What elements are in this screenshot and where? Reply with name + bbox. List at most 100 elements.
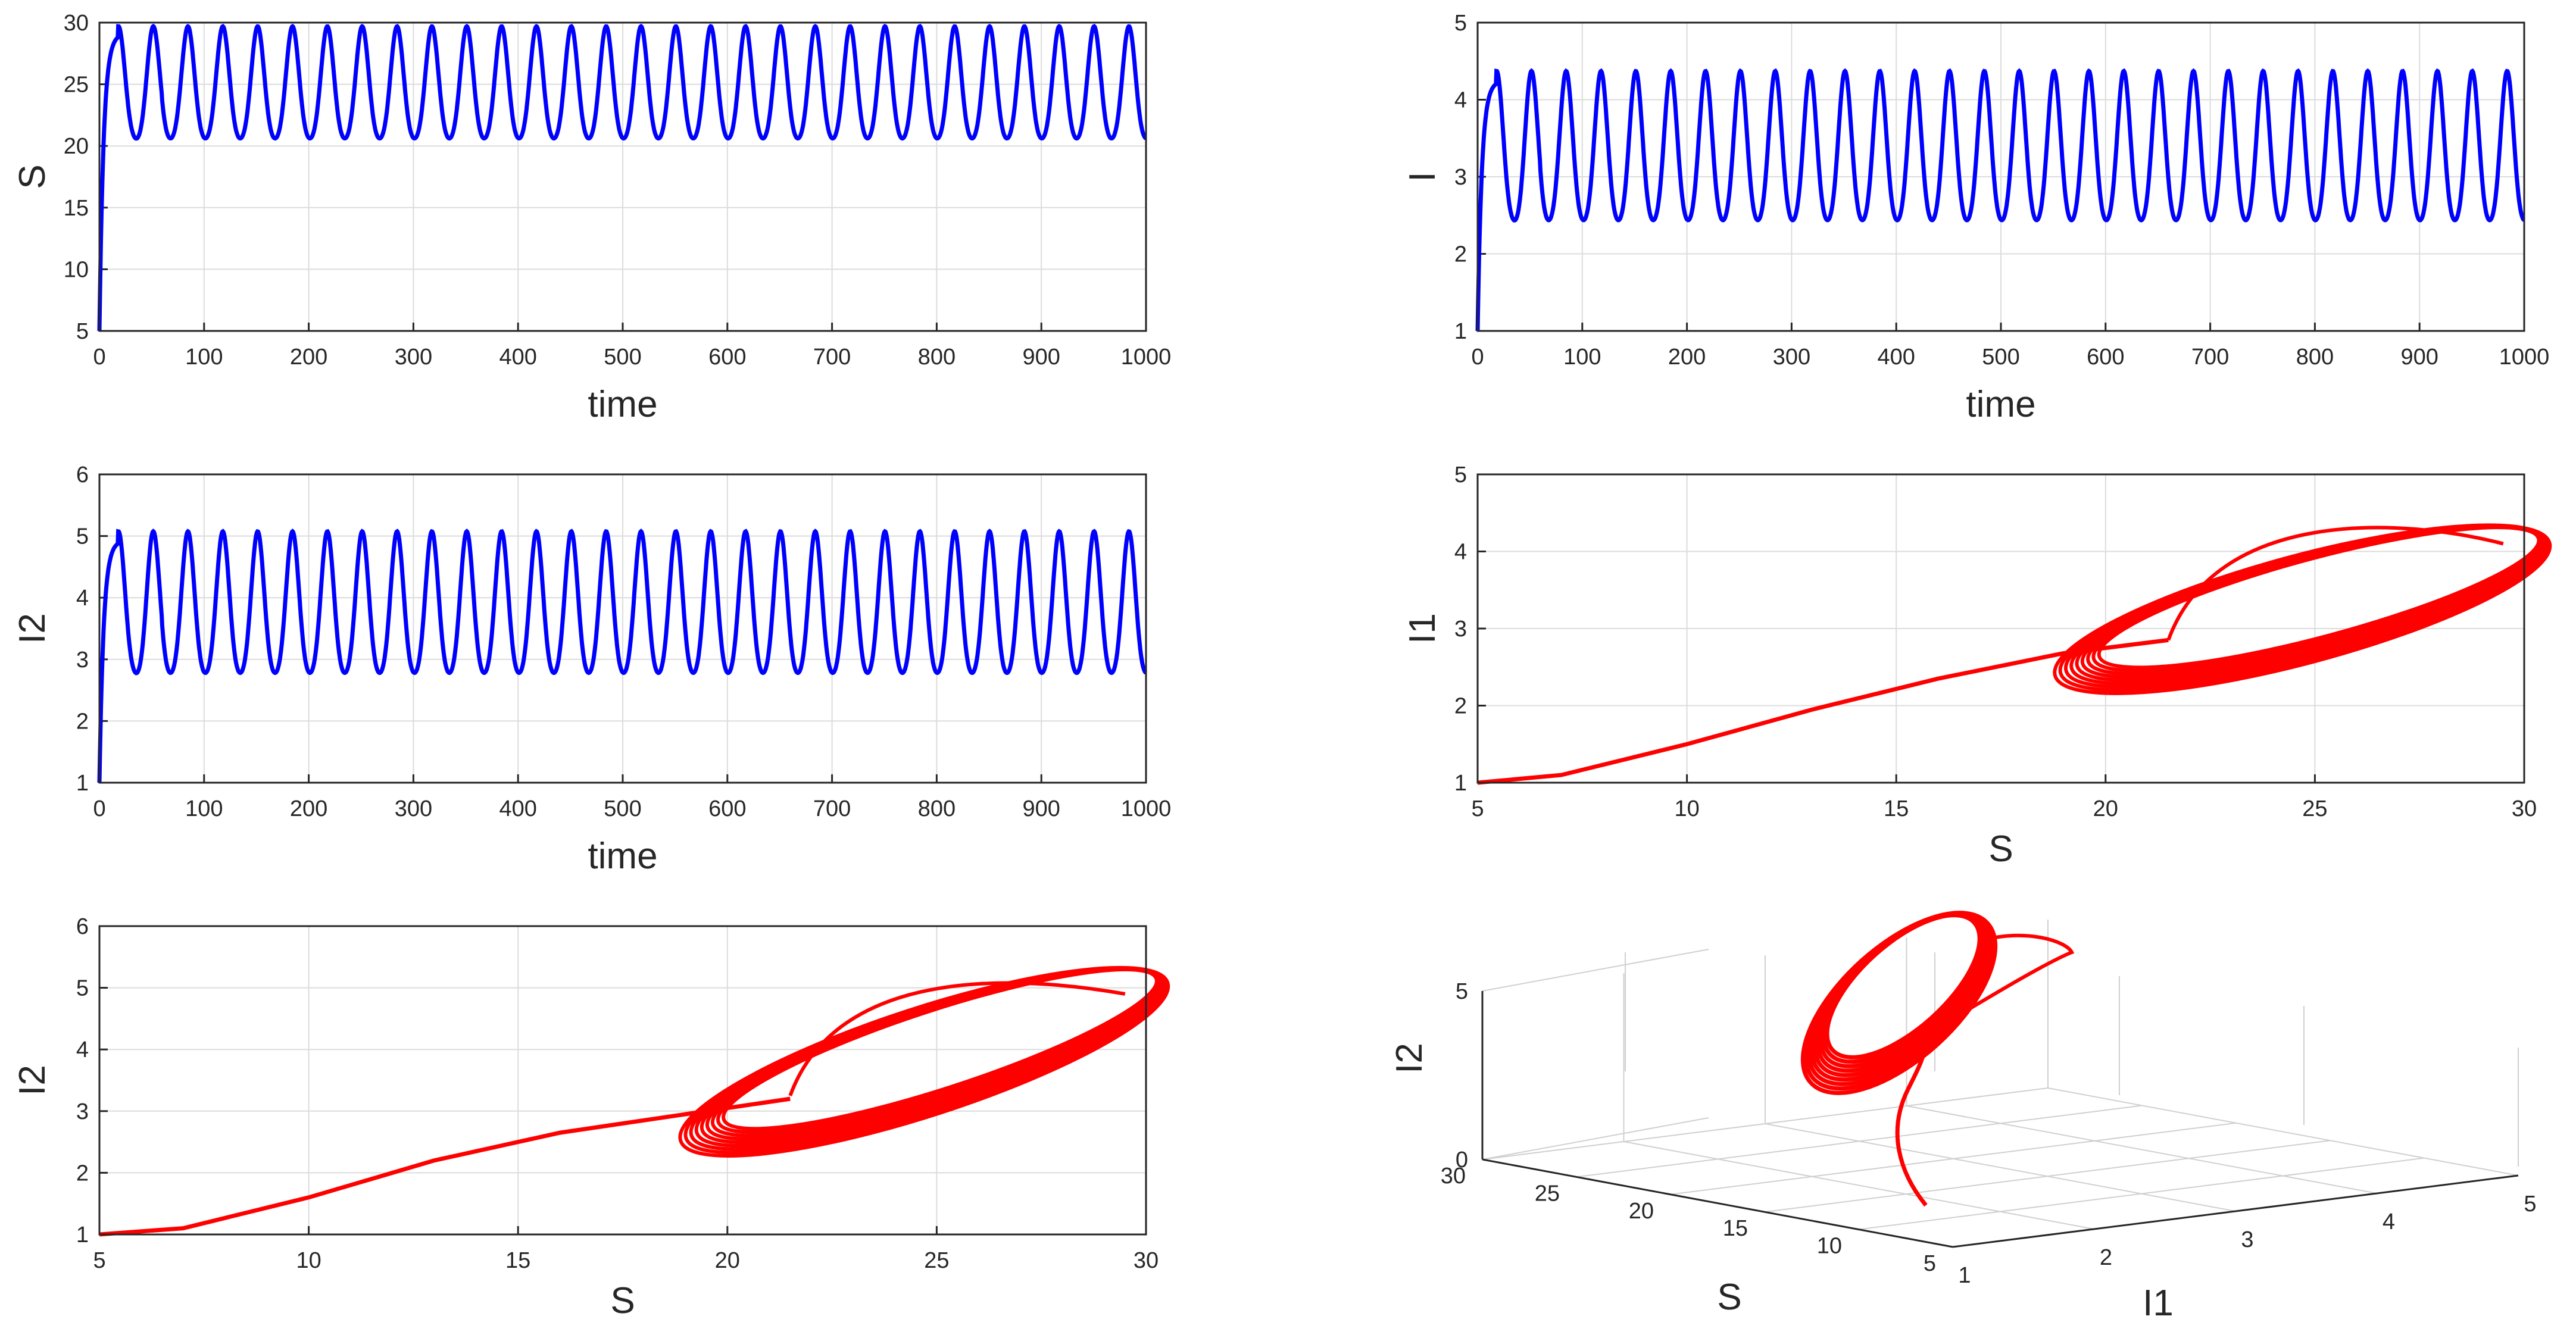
- gridline-wall-z: [1482, 1117, 1709, 1160]
- y-tick-label: 20: [64, 134, 89, 159]
- y-axis-label: I: [1402, 171, 1443, 182]
- x-tick-labels: 0 100 200 300 400 500 600 700 800 900 1000: [93, 796, 1171, 821]
- x-tick-label: 300: [1773, 345, 1810, 370]
- x-tick-label: 900: [1022, 345, 1060, 370]
- x-tick-labels: 0 100 200 300 400 500 600 700 800 900 1000: [1471, 345, 2549, 370]
- x-tick-label: 1000: [1121, 345, 1172, 370]
- y-tick-label: 5: [1454, 11, 1467, 36]
- x-tick-label: 15: [1884, 796, 1909, 821]
- x-tick-label: 0: [1471, 345, 1484, 370]
- y-tick-label: 20: [1629, 1199, 1654, 1224]
- limit-cycle: [678, 965, 1170, 1158]
- x-tick-label: 5: [1471, 796, 1484, 821]
- x-tick-label: 100: [1563, 345, 1601, 370]
- y-tick-label: 1: [1454, 771, 1467, 796]
- y-tick-label: 5: [1924, 1251, 1936, 1276]
- limit-cycle-loop-3d: [1825, 913, 1982, 1059]
- x-tick-label: 0: [93, 796, 105, 821]
- x-tick-label: 1000: [2499, 345, 2550, 370]
- x-tick-label: 600: [2087, 345, 2124, 370]
- panel-s-i2-phase: 5 10 15 20 25 30 1 2 3 4 5 6 S I2: [12, 914, 1170, 1321]
- y-tick-labels: 5 10 15 20 25 30: [64, 11, 89, 344]
- x-tick-labels: 0 100 200 300 400 500 600 700 800 900 1000: [93, 345, 1171, 370]
- y-tick-label: 1: [76, 1223, 89, 1248]
- limit-cycle-transient-loop: [2166, 526, 2504, 641]
- x-tick-label: 500: [1982, 345, 2019, 370]
- grid: [98, 473, 1147, 784]
- x-tick-label: 5: [2524, 1192, 2536, 1217]
- y-tick-label: 5: [1454, 462, 1467, 487]
- y-tick-label: 2: [76, 709, 89, 734]
- x-tick-label: 500: [604, 796, 641, 821]
- limit-cycle-transient-loop-3d: [1919, 933, 2075, 1040]
- axis-i1: [1952, 1174, 2519, 1248]
- y-tick-label: 3: [1454, 617, 1467, 642]
- x-tick-label: 700: [813, 796, 851, 821]
- z-axis-label: I2: [1389, 1043, 1430, 1074]
- y-tick-label: 2: [76, 1161, 89, 1186]
- plot-frame: [98, 473, 1147, 784]
- y-tick-label: 6: [76, 462, 89, 487]
- y-axis-label: I2: [12, 613, 53, 644]
- y-tick-label: 30: [1441, 1164, 1466, 1189]
- x-tick-label: 20: [2093, 796, 2118, 821]
- gridline-floor-i1: [1765, 1123, 2236, 1212]
- gridline-floor-s: [1576, 1105, 2143, 1178]
- z-tick-label: 5: [1456, 979, 1468, 1004]
- x-tick-label: 900: [1022, 796, 1060, 821]
- x-tick-labels: 5 10 15 20 25 30: [93, 1248, 1159, 1273]
- x-tick-label: 25: [2302, 796, 2327, 821]
- limit-cycle-3d: [1800, 911, 2075, 1095]
- y-tick-label: 4: [1454, 540, 1467, 565]
- limit-cycle-loop-3d: [1800, 911, 1998, 1095]
- x-tick-label: 800: [2296, 345, 2334, 370]
- y-tick-label: 5: [76, 524, 89, 549]
- z-tick-label: 0: [1456, 1148, 1468, 1173]
- x-tick-label: 20: [715, 1248, 740, 1273]
- y-tick-labels: 1 2 3 4 5: [1454, 11, 1467, 344]
- x-tick-label: 15: [505, 1248, 530, 1273]
- x-tick-label: 400: [1877, 345, 1915, 370]
- x-tick-label: 4: [2383, 1209, 2395, 1234]
- x-tick-label: 800: [918, 796, 956, 821]
- limit-cycle: [2053, 523, 2552, 695]
- plot-frame: [1476, 21, 2525, 332]
- y-tick-label: 15: [1723, 1216, 1748, 1241]
- x-tick-label: 10: [296, 1248, 321, 1273]
- x-tick-label: 100: [185, 345, 223, 370]
- y-tick-label: 3: [76, 648, 89, 673]
- x-axis-label: time: [1966, 384, 2035, 425]
- y-tick-labels: 1 2 3 4 5 6: [76, 462, 89, 796]
- x-tick-label: 1: [1958, 1263, 1971, 1288]
- y-tick-label: 6: [76, 914, 89, 939]
- gridline-wall-z: [1482, 949, 1709, 992]
- 3d-axes-lines: [1481, 991, 2519, 1248]
- x-tick-label: 400: [499, 345, 536, 370]
- plot-frame: [1476, 473, 2525, 784]
- axis-s: [1482, 1158, 1953, 1248]
- x-axis-label: S: [1988, 829, 2013, 870]
- y-tick-label: 5: [76, 319, 89, 344]
- series-line: [1475, 68, 2525, 332]
- x-tick-label: 500: [604, 345, 641, 370]
- limit-cycle-loop: [722, 967, 1159, 1131]
- series-transient-line: [99, 1096, 791, 1237]
- x-tick-label: 200: [1668, 345, 1706, 370]
- grid: [98, 21, 1147, 332]
- gridline-floor-s: [1670, 1122, 2237, 1195]
- x-tick-label: 3: [2241, 1227, 2253, 1252]
- plot-frame: [98, 21, 1147, 332]
- x-tick-label: 400: [499, 796, 536, 821]
- x-tick-label: 300: [395, 345, 432, 370]
- panel-3d-phase: 1 2 3 4 5 5 10 15 20 25 300 5 I2 S I1: [1389, 911, 2537, 1324]
- x-tick-label: 100: [185, 796, 223, 821]
- y-tick-label: 15: [64, 196, 89, 221]
- y-tick-label: 1: [1454, 319, 1467, 344]
- y-tick-labels: 1 2 3 4 5 6: [76, 914, 89, 1248]
- y-tick-label: 4: [76, 1037, 89, 1062]
- panel-i2-time: 0 100 200 300 400 500 600 700 800 900 1000 123456 …: [12, 462, 1171, 877]
- gridline-floor-s: [1858, 1157, 2425, 1230]
- 3d-tick-labels: 1 2 3 4 5 5 10 15 20 25 300 5: [1441, 979, 2537, 1288]
- y-tick-label: 3: [76, 1099, 89, 1124]
- x-tick-label: 200: [290, 796, 327, 821]
